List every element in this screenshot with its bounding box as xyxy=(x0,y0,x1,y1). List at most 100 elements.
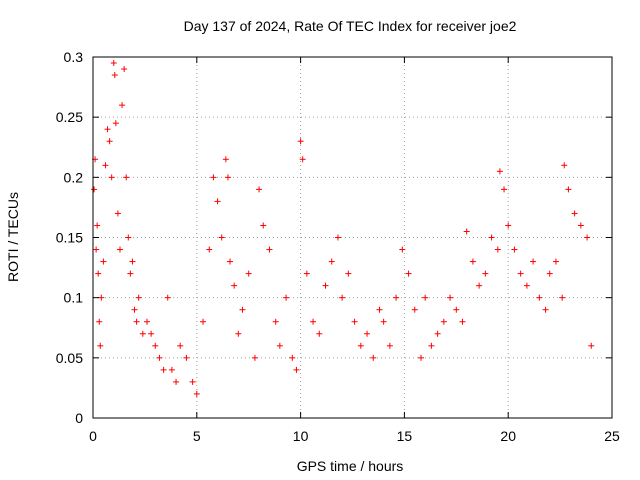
data-point xyxy=(463,228,470,235)
data-point xyxy=(542,306,549,313)
data-point xyxy=(139,330,146,337)
data-point xyxy=(102,162,109,169)
data-point xyxy=(125,234,132,241)
data-point xyxy=(571,210,578,217)
data-point xyxy=(422,294,429,301)
data-point xyxy=(106,138,113,145)
data-point xyxy=(266,246,273,253)
data-point xyxy=(104,126,111,133)
data-point xyxy=(376,306,383,313)
data-point xyxy=(428,342,435,349)
data-point xyxy=(536,294,543,301)
data-point xyxy=(559,294,566,301)
x-tick-label: 5 xyxy=(193,428,201,444)
data-point xyxy=(380,318,387,325)
data-point xyxy=(108,174,115,181)
data-point xyxy=(299,156,306,163)
data-point xyxy=(494,246,501,253)
data-point xyxy=(523,282,530,289)
data-point xyxy=(293,366,300,373)
data-point xyxy=(310,318,317,325)
data-point xyxy=(322,282,329,289)
data-point xyxy=(501,186,508,193)
axis-ticks: 0 5 10 15 20 25 0 0.05 0.1 0.15 0.2 0.25 0.3 xyxy=(56,49,620,444)
data-point xyxy=(239,306,246,313)
x-tick-label: 0 xyxy=(89,428,97,444)
plot-frame xyxy=(92,56,613,419)
y-axis-title: ROTI / TECUs xyxy=(5,192,21,282)
data-point xyxy=(94,222,101,229)
data-point xyxy=(168,366,175,373)
data-point xyxy=(245,270,252,277)
data-point xyxy=(256,186,263,193)
data-point xyxy=(95,270,102,277)
data-point xyxy=(447,294,454,301)
chart-title: Day 137 of 2024, Rate Of TEC Index for r… xyxy=(184,18,517,34)
data-point xyxy=(189,378,196,385)
data-point xyxy=(177,342,184,349)
data-point xyxy=(453,306,460,313)
data-point xyxy=(116,246,123,253)
data-point xyxy=(193,390,200,397)
data-point xyxy=(210,174,217,181)
data-point xyxy=(418,354,425,361)
data-point xyxy=(127,270,134,277)
data-point xyxy=(231,282,238,289)
y-tick-label: 0.3 xyxy=(64,49,84,65)
data-point xyxy=(121,66,128,73)
data-point xyxy=(123,174,130,181)
data-point xyxy=(459,318,466,325)
x-tick-label: 25 xyxy=(604,428,620,444)
data-point xyxy=(393,294,400,301)
data-point xyxy=(148,330,155,337)
data-point xyxy=(297,138,304,145)
data-point xyxy=(511,246,518,253)
data-point xyxy=(98,294,105,301)
data-point xyxy=(552,258,559,265)
data-point xyxy=(283,294,290,301)
data-point xyxy=(112,120,119,127)
x-tick-label: 10 xyxy=(293,428,309,444)
data-point xyxy=(143,318,150,325)
data-point xyxy=(565,186,572,193)
data-point xyxy=(129,258,136,265)
data-point xyxy=(276,342,283,349)
data-point xyxy=(370,354,377,361)
data-point xyxy=(206,246,213,253)
data-point xyxy=(152,342,159,349)
data-point xyxy=(482,270,489,277)
grid xyxy=(93,57,612,418)
x-tick-label: 20 xyxy=(500,428,516,444)
data-point xyxy=(133,318,140,325)
x-tick-label: 15 xyxy=(397,428,413,444)
y-tick-label: 0.1 xyxy=(64,290,84,306)
data-point xyxy=(517,270,524,277)
data-point xyxy=(260,222,267,229)
data-point xyxy=(173,378,180,385)
data-point xyxy=(164,294,171,301)
data-point xyxy=(584,234,591,241)
data-point xyxy=(135,294,142,301)
data-point xyxy=(214,198,221,205)
data-point xyxy=(339,294,346,301)
x-axis-title: GPS time / hours xyxy=(297,458,404,474)
data-point xyxy=(114,210,121,217)
data-point xyxy=(588,342,595,349)
data-point xyxy=(160,366,167,373)
data-points xyxy=(91,60,595,397)
data-point xyxy=(434,330,441,337)
data-point xyxy=(97,342,104,349)
data-point xyxy=(364,330,371,337)
data-point xyxy=(91,186,98,193)
data-point xyxy=(303,270,310,277)
data-point xyxy=(131,306,138,313)
y-tick-label: 0.2 xyxy=(64,169,84,185)
data-point xyxy=(183,354,190,361)
data-point xyxy=(100,258,107,265)
data-point xyxy=(488,234,495,241)
data-point xyxy=(505,222,512,229)
y-tick-label: 0.05 xyxy=(56,350,83,366)
data-point xyxy=(469,258,476,265)
data-point xyxy=(224,174,231,181)
